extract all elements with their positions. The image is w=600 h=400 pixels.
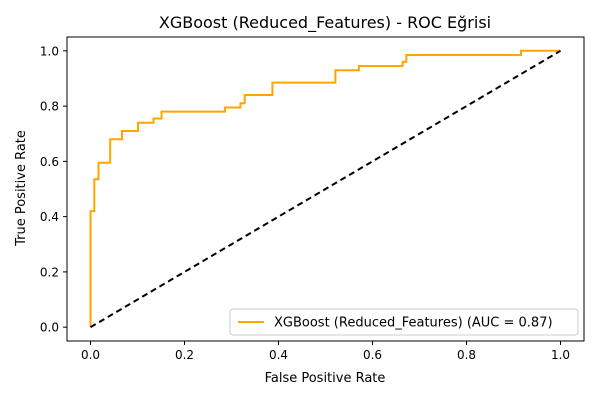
x-tick-label: 1.0 (551, 348, 570, 362)
x-tick-label: 0.8 (457, 348, 476, 362)
legend-label-xgboost: XGBoost (Reduced_Features) (AUC = 0.87) (274, 316, 553, 331)
y-tick-label: 0.4 (40, 210, 59, 224)
y-axis-label: True Positive Rate (14, 130, 29, 247)
y-tick-label: 0.6 (40, 155, 59, 169)
y-tick-label: 0.0 (40, 321, 59, 335)
legend-frame (229, 308, 579, 336)
plot-area (89, 49, 562, 329)
x-tick-label: 0.4 (269, 348, 288, 362)
x-axis-label: False Positive Rate (265, 371, 386, 386)
y-tick-label: 0.8 (40, 100, 59, 114)
y-tick-label: 0.2 (40, 265, 59, 279)
chart-title: XGBoost (Reduced_Features) - ROC Eğrisi (159, 13, 491, 33)
y-tick-label: 1.0 (40, 44, 59, 58)
x-tick-label: 0.6 (363, 348, 382, 362)
axes: 0.0 0.2 0.4 0.6 0.8 1.0 0.0 0.2 0.4 0.6 0.8 1.0 (40, 36, 585, 362)
axes-frame (66, 36, 585, 342)
x-tick-label: 0.0 (81, 348, 100, 362)
legend: XGBoost (Reduced_Features) (AUC = 0.87) (229, 308, 579, 336)
roc-curve-line (89, 49, 561, 328)
random-chance-line (89, 49, 562, 329)
x-tick-label: 0.2 (175, 348, 194, 362)
